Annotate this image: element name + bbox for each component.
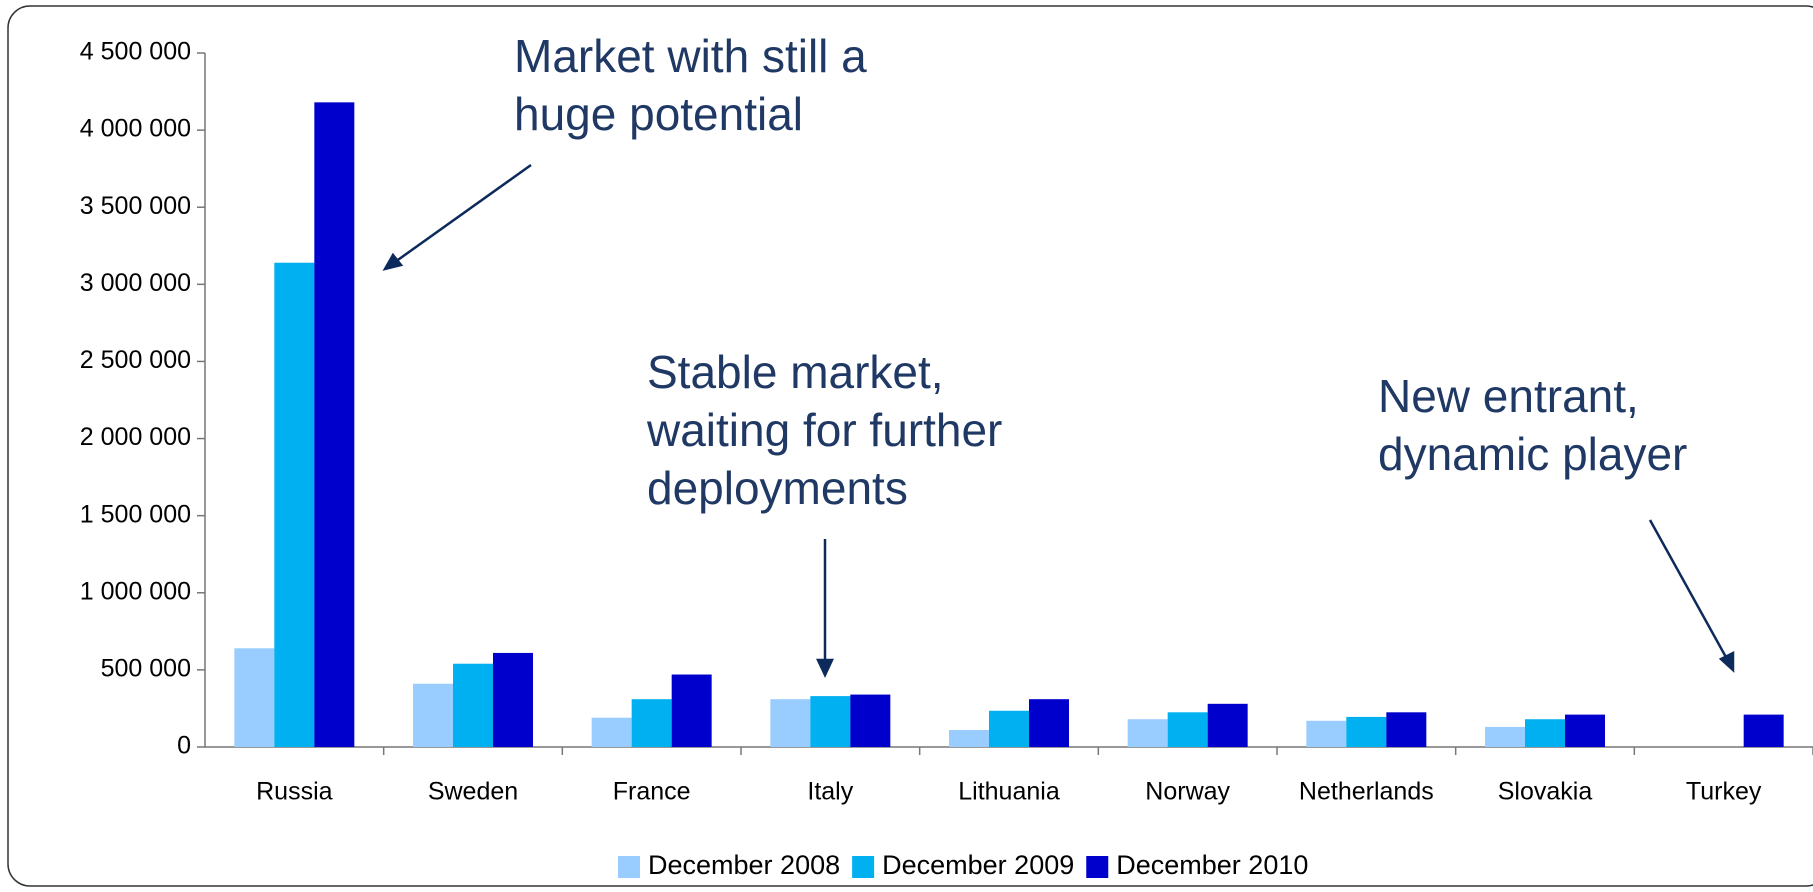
bar bbox=[274, 262, 315, 747]
bar bbox=[671, 674, 712, 747]
arrows bbox=[382, 163, 1735, 678]
bar bbox=[413, 683, 453, 747]
bar bbox=[1386, 712, 1427, 747]
legend-label: December 2009 bbox=[882, 850, 1074, 880]
x-tick-label: Italy bbox=[807, 778, 853, 806]
x-tick-label: Russia bbox=[256, 778, 333, 806]
legend-swatch bbox=[1086, 856, 1109, 878]
arrow-head bbox=[382, 252, 404, 271]
bar bbox=[1029, 699, 1069, 747]
bar bbox=[989, 710, 1029, 747]
x-tick-label: France bbox=[613, 778, 691, 806]
bar bbox=[1346, 716, 1387, 747]
arrow bbox=[394, 163, 532, 264]
y-tick-label: 0 bbox=[177, 732, 191, 760]
bar bbox=[1207, 703, 1248, 747]
arrow-head bbox=[816, 658, 834, 678]
x-tick-label: Slovakia bbox=[1498, 778, 1593, 806]
frame bbox=[7, 5, 1813, 887]
bar bbox=[631, 699, 672, 747]
y-tick-label: 1 500 000 bbox=[80, 500, 191, 528]
y-tick-label: 2 500 000 bbox=[80, 346, 191, 374]
bar bbox=[949, 730, 989, 747]
x-tick-label: Norway bbox=[1145, 778, 1230, 806]
annotation: huge potential bbox=[514, 88, 803, 140]
y-tick-label: 3 500 000 bbox=[80, 192, 191, 220]
annotation: waiting for further bbox=[646, 404, 1002, 456]
annotation: deployments bbox=[647, 462, 908, 514]
annotation: dynamic player bbox=[1378, 428, 1687, 480]
y-tick-label: 1 000 000 bbox=[80, 577, 191, 605]
bar bbox=[591, 717, 632, 747]
bar bbox=[770, 699, 811, 747]
bar bbox=[453, 663, 493, 747]
x-tick-label: Lithuania bbox=[958, 778, 1060, 806]
bar bbox=[810, 696, 851, 747]
bar bbox=[850, 694, 891, 747]
bar bbox=[1167, 712, 1208, 747]
legend-swatch bbox=[852, 856, 875, 878]
y-tick-label: 2 000 000 bbox=[80, 423, 191, 451]
x-tick-label: Turkey bbox=[1686, 778, 1762, 806]
legend-swatch bbox=[618, 856, 640, 878]
x-tick-label: Netherlands bbox=[1299, 778, 1434, 806]
legend-label: December 2010 bbox=[1116, 850, 1308, 880]
y-tick-label: 4 500 000 bbox=[80, 38, 191, 66]
bar bbox=[1127, 719, 1168, 747]
bar bbox=[493, 652, 533, 747]
y-tick-label: 4 000 000 bbox=[80, 115, 191, 143]
y-tick-label: 3 000 000 bbox=[80, 269, 191, 297]
annotation: New entrant, bbox=[1378, 370, 1639, 422]
bar bbox=[234, 648, 275, 747]
bar bbox=[1485, 726, 1525, 747]
x-tick-label: Sweden bbox=[428, 778, 518, 806]
y-tick-label: 500 000 bbox=[101, 654, 191, 682]
legend-label: December 2008 bbox=[648, 850, 840, 880]
bar bbox=[1525, 719, 1565, 747]
annotation: Stable market, bbox=[647, 346, 944, 398]
arrow-head bbox=[1718, 650, 1735, 673]
bar bbox=[1743, 714, 1784, 747]
bar bbox=[1306, 720, 1347, 747]
bar bbox=[314, 102, 355, 747]
arrow bbox=[1648, 519, 1729, 660]
bar bbox=[1565, 714, 1605, 747]
annotation: Market with still a bbox=[514, 30, 867, 82]
